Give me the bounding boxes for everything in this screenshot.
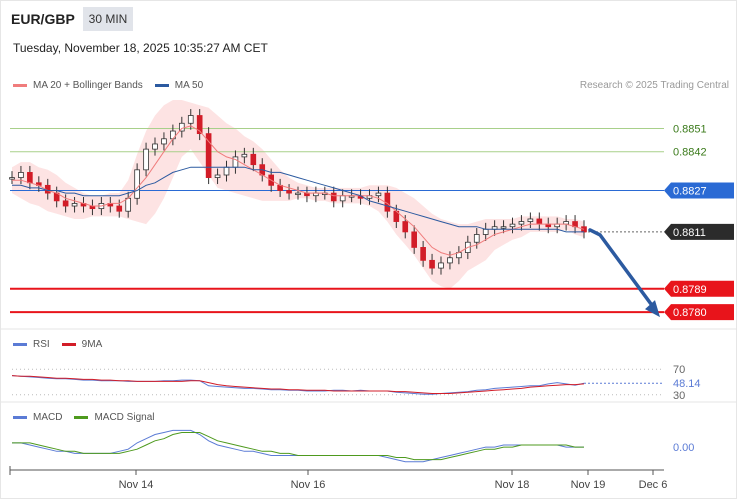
level-tag-0.8789 <box>664 280 734 297</box>
candle-body <box>223 166 230 176</box>
legend-ma50: MA 50 <box>154 80 204 91</box>
candle-body <box>250 153 257 166</box>
level-label-0.8789: 0.8789 <box>673 284 707 296</box>
candle-body <box>27 172 33 184</box>
x-tick-label-Nov 14: Nov 14 <box>119 479 154 491</box>
level-label-0.8851: 0.8851 <box>673 123 707 135</box>
legend-macd: MACD <box>13 412 62 423</box>
candle-body <box>71 203 78 207</box>
main-legend: MA 20 + Bollinger Bands MA 50 <box>13 80 215 91</box>
candle-body <box>411 231 418 248</box>
level-tag-0.8827 <box>664 182 734 199</box>
candle-body <box>482 228 489 235</box>
x-tick-label-Nov 19: Nov 19 <box>571 479 606 491</box>
legend-rsi-swatch <box>13 343 27 346</box>
rsi-last-value: 48.14 <box>673 378 701 390</box>
candle-body <box>116 205 123 212</box>
legend-ma20: MA 20 + Bollinger Bands <box>13 80 143 91</box>
candle-body <box>527 218 534 222</box>
candle-body <box>447 257 453 264</box>
candle-body <box>18 172 24 178</box>
candle-body <box>152 143 158 150</box>
candle-body <box>134 169 140 199</box>
legend-rsi: RSI <box>13 339 50 350</box>
legend-ma50-label: MA 50 <box>174 80 204 91</box>
legend-rsi-ma-label: 9MA <box>81 339 103 350</box>
rsi-ma-line <box>11 375 585 394</box>
rsi-line <box>11 375 585 395</box>
level-label-0.8780: 0.8780 <box>673 307 707 319</box>
candle-body <box>241 153 248 158</box>
candle-body <box>214 174 221 178</box>
legend-macd-swatch <box>13 416 27 419</box>
candle-body <box>438 262 444 269</box>
timeframe-badge[interactable]: 30 MIN <box>83 7 133 31</box>
legend-rsi-label: RSI <box>33 339 50 350</box>
x-tick-label-Dec 6: Dec 6 <box>639 479 668 491</box>
candle-body <box>196 115 203 135</box>
candle-body <box>232 156 239 168</box>
legend-ma20-swatch <box>13 84 27 87</box>
candle-body <box>170 130 176 140</box>
macd-tick-0.00: 0.00 <box>673 442 694 454</box>
legend-macd-signal-swatch <box>74 416 89 419</box>
candle-body <box>339 195 346 202</box>
candle-body <box>187 115 194 124</box>
x-tick-label-Nov 18: Nov 18 <box>495 479 530 491</box>
candle-body <box>9 177 15 180</box>
candle-body <box>375 192 382 197</box>
candle-body <box>178 122 185 132</box>
credit-label: Research © 2025 Trading Central <box>579 80 729 91</box>
macd-line <box>12 429 584 463</box>
candle-body <box>518 221 525 225</box>
candle-body <box>205 133 212 178</box>
ma20-line <box>12 125 585 256</box>
candle-body <box>473 234 480 243</box>
legend-rsi-ma: 9MA <box>61 339 103 350</box>
candle-body <box>330 192 337 202</box>
level-label-0.8842: 0.8842 <box>673 147 707 159</box>
candle-body <box>161 138 167 145</box>
projection-arrowhead <box>645 300 660 318</box>
legend-macd-signal: MACD Signal <box>74 412 154 423</box>
legend-ma20-label: MA 20 + Bollinger Bands <box>33 80 143 91</box>
candle-body <box>62 200 69 207</box>
rsi-tick-70: 70 <box>673 364 685 376</box>
level-tag-0.8811 <box>664 223 734 240</box>
projection-arrow <box>588 228 656 310</box>
candle-body <box>429 259 435 269</box>
level-label-0.8827: 0.8827 <box>673 186 707 198</box>
rsi-tick-30: 30 <box>673 390 685 402</box>
symbol-title: EUR/GBP <box>11 11 75 27</box>
candle-body <box>125 197 132 212</box>
candle-body <box>295 192 301 196</box>
legend-macd-label: MACD <box>33 412 63 423</box>
ma50-line <box>12 166 584 233</box>
rsi-legend: RSI 9MA <box>13 339 114 350</box>
candle-body <box>536 218 543 225</box>
candle-body <box>509 223 516 228</box>
macd-legend: MACD MACD Signal <box>13 412 166 423</box>
candle-body <box>143 148 149 171</box>
candle-body <box>500 226 507 229</box>
level-label-0.8811: 0.8811 <box>673 227 706 239</box>
candle-body <box>402 221 409 233</box>
level-tag-0.8780 <box>664 304 734 321</box>
legend-macd-signal-label: MACD Signal <box>94 412 155 423</box>
macd-signal-line <box>12 432 584 461</box>
candle-body <box>420 247 426 261</box>
candle-body <box>286 190 292 194</box>
legend-rsi-ma-swatch <box>61 343 76 346</box>
legend-ma50-swatch <box>154 84 169 87</box>
datetime-label: Tuesday, November 18, 2025 10:35:27 AM C… <box>13 41 268 55</box>
x-tick-label-Nov 16: Nov 16 <box>291 479 326 491</box>
